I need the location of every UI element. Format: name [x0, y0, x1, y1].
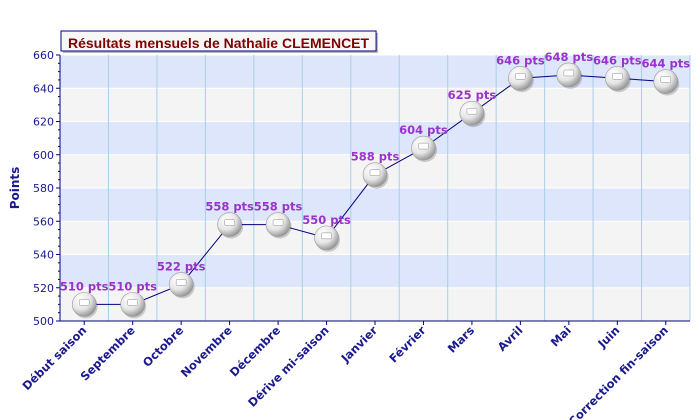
data-label: 558 pts [254, 200, 303, 214]
x-tick-label: Février [386, 323, 428, 365]
y-tick-label: 620 [33, 116, 54, 129]
marker-emblem [563, 69, 575, 77]
marker-emblem [78, 299, 90, 306]
y-tick-label: 580 [33, 182, 54, 195]
x-tick-label: Avril [495, 323, 526, 354]
data-label: 644 pts [641, 57, 690, 71]
marker-emblem [127, 299, 138, 306]
x-tick-label: Mars [445, 323, 477, 355]
data-label: 522 pts [157, 259, 206, 273]
x-tick-label: Dérive mi-saison [245, 323, 332, 410]
data-label: 648 pts [545, 50, 594, 64]
data-point-marker [459, 100, 486, 128]
marker-emblem [418, 142, 429, 150]
plot-band [60, 88, 690, 122]
y-tick-label: 600 [33, 149, 54, 162]
data-label: 588 pts [351, 150, 400, 164]
y-tick-labels: 500 520 540 560 580 600 620 640 660 [33, 49, 60, 328]
plot-band [60, 287, 690, 321]
marker-emblem [272, 219, 284, 226]
y-tick-label: 500 [33, 315, 54, 328]
data-point-marker [556, 62, 583, 89]
plot-band [60, 188, 690, 222]
chart-title: Résultats mensuels de Nathalie CLEMENCET [68, 35, 370, 51]
marker-emblem [660, 76, 672, 83]
y-tick-label: 640 [33, 82, 54, 95]
data-point-marker [653, 69, 680, 96]
x-tick-label: Mai [548, 323, 574, 349]
data-point-marker [120, 292, 147, 319]
marker-emblem [466, 107, 478, 115]
marker-emblem [175, 279, 187, 286]
data-point-marker [314, 225, 341, 252]
data-label: 510 pts [108, 279, 157, 293]
data-point-marker [362, 162, 389, 189]
y-tick-label: 520 [33, 282, 54, 295]
marker-emblem [612, 73, 623, 80]
x-tick-label: Juin [594, 323, 622, 351]
chart-title-box: Résultats mensuels de Nathalie CLEMENCET [60, 30, 379, 53]
marker-emblem [515, 73, 526, 80]
x-tick-label: Correction fin-saison [566, 323, 671, 420]
marker-emblem [224, 219, 235, 226]
y-tick-label: 540 [33, 249, 54, 262]
data-point-marker [217, 212, 244, 239]
data-point-marker [411, 135, 437, 163]
data-point-marker [605, 65, 631, 93]
plot-band [60, 121, 690, 155]
x-tick-label: Début saison [20, 323, 90, 393]
chart-title-frame [60, 30, 377, 52]
data-point-marker [71, 292, 98, 319]
data-label: 646 pts [496, 53, 545, 67]
plot-band [60, 254, 690, 288]
y-tick-label: 560 [33, 215, 54, 228]
data-label: 604 pts [399, 123, 448, 137]
y-tick-label: 660 [33, 49, 54, 62]
data-point-marker [508, 65, 534, 93]
plot-band [60, 221, 690, 255]
data-label: 510 pts [60, 279, 109, 293]
y-axis-label: Points [8, 167, 22, 210]
marker-emblem [369, 169, 381, 176]
x-tick-label: Novembre [178, 323, 235, 380]
x-tick-label: Octobre [140, 323, 187, 370]
series-markers [71, 62, 680, 319]
x-tick-label: Janvier [338, 323, 381, 366]
data-point-marker [168, 272, 195, 299]
data-label: 646 pts [593, 53, 642, 67]
plot-band [60, 55, 690, 89]
data-label: 550 pts [302, 213, 351, 227]
data-label: 558 pts [205, 200, 254, 214]
data-label: 625 pts [448, 88, 497, 102]
vertical-gridlines [107, 55, 691, 321]
data-point-marker [265, 212, 292, 239]
marker-emblem [321, 232, 332, 240]
